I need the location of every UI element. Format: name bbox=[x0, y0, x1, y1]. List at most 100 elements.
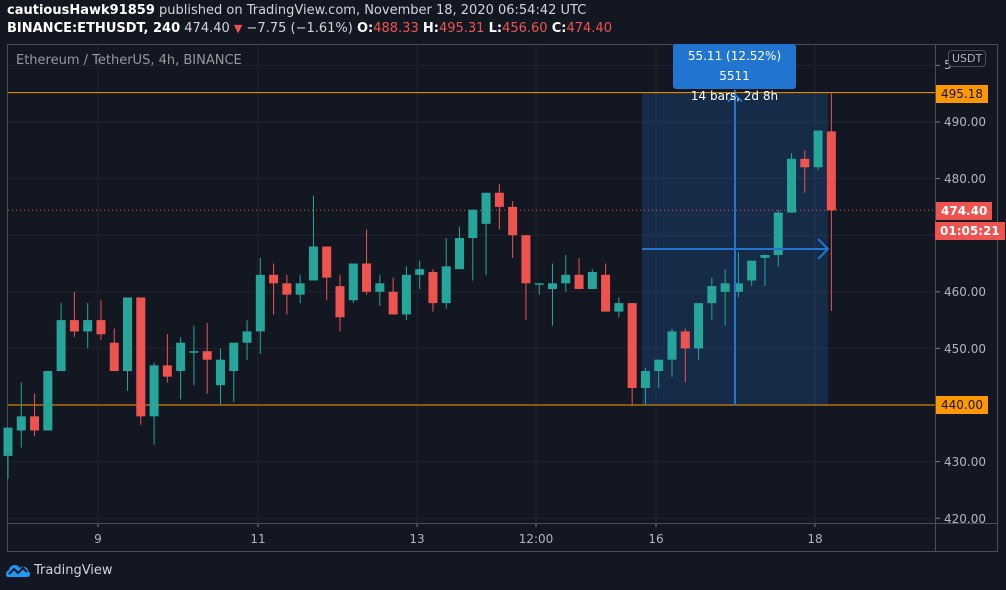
price-label: 420.00 bbox=[944, 512, 986, 526]
candle-body bbox=[176, 342, 186, 372]
candle-body bbox=[707, 286, 717, 304]
author-name[interactable]: cautiousHawk91859 bbox=[7, 3, 155, 18]
time-label: 13 bbox=[409, 532, 425, 546]
price-change: −7.75 (−1.61%) bbox=[246, 21, 353, 36]
close-label: C: bbox=[551, 21, 567, 36]
candle-body bbox=[56, 320, 66, 372]
price-label: 450.00 bbox=[944, 342, 986, 356]
symbol-info-line: BINANCE:ETHUSDT, 240 474.40 ▼ −7.75 (−1.… bbox=[7, 21, 612, 36]
candle-body bbox=[16, 416, 26, 431]
candle-body bbox=[295, 283, 305, 295]
candle-body bbox=[747, 260, 757, 281]
candle-body bbox=[614, 303, 624, 312]
chart-frame bbox=[7, 44, 998, 552]
price-label: 5 bbox=[944, 58, 952, 72]
low-label: L: bbox=[488, 21, 503, 36]
measure-tooltip: 55.11 (12.52%) 5511 14 bars, 2d 8h bbox=[673, 44, 796, 103]
candle-body bbox=[415, 269, 425, 275]
arrow-right-icon bbox=[817, 238, 830, 260]
open-value: 488.33 bbox=[373, 21, 419, 36]
countdown-tag: 01:05:21 bbox=[935, 222, 1005, 240]
candle-body bbox=[123, 297, 133, 372]
low-value: 456.60 bbox=[502, 21, 548, 36]
candle-body bbox=[96, 320, 106, 335]
candle-body bbox=[30, 416, 40, 431]
candle-body bbox=[680, 331, 690, 349]
price-label: 430.00 bbox=[944, 455, 986, 469]
candle-body bbox=[694, 303, 704, 349]
symbol-name: BINANCE:ETHUSDT, 240 bbox=[7, 21, 181, 36]
candle-body bbox=[149, 365, 159, 417]
candle-body bbox=[481, 192, 491, 224]
candle-body bbox=[335, 286, 345, 318]
open-label: O: bbox=[356, 21, 374, 36]
price-label: 460.00 bbox=[944, 285, 986, 299]
candle-body bbox=[441, 266, 451, 304]
candle-body bbox=[348, 263, 358, 301]
candle-body bbox=[534, 283, 544, 285]
upper-line-price-tag: 495.18 bbox=[936, 85, 988, 103]
candle-body bbox=[826, 131, 836, 211]
candle-body bbox=[69, 320, 79, 332]
candle-body bbox=[322, 246, 332, 278]
candle-body bbox=[109, 342, 119, 372]
candle-body bbox=[494, 192, 504, 207]
brand-name: TradingView bbox=[34, 562, 113, 578]
time-label: 12:00 bbox=[518, 532, 554, 546]
last-price-tag: 474.40 bbox=[936, 202, 993, 220]
time-label: 9 bbox=[94, 532, 102, 546]
close-value: 474.40 bbox=[566, 21, 612, 36]
lower-line-price-tag: 440.00 bbox=[936, 396, 988, 414]
candle-body bbox=[308, 246, 318, 281]
candle-body bbox=[654, 359, 664, 372]
candle-body bbox=[388, 291, 398, 315]
candle-body bbox=[401, 274, 411, 315]
candle-body bbox=[136, 297, 146, 417]
candle-body bbox=[428, 271, 438, 304]
currency-button[interactable]: USDT bbox=[948, 50, 987, 67]
time-label: 16 bbox=[648, 532, 664, 546]
time-axis-border bbox=[7, 523, 998, 524]
candle-body bbox=[787, 158, 797, 213]
candle-body bbox=[189, 351, 199, 353]
high-label: H: bbox=[422, 21, 439, 36]
price-label: 490.00 bbox=[944, 115, 986, 129]
measure-tooltip-bars: 14 bars, 2d 8h bbox=[690, 89, 779, 103]
candle-body bbox=[521, 235, 531, 284]
candle-body bbox=[800, 158, 810, 168]
candle-body bbox=[733, 283, 743, 292]
candle-body bbox=[242, 331, 252, 343]
candle-body bbox=[282, 283, 292, 295]
candle-body bbox=[760, 255, 770, 258]
tradingview-cloud-icon bbox=[6, 565, 30, 577]
candle-body bbox=[468, 209, 478, 239]
candle-body bbox=[813, 130, 823, 168]
last-price: 474.40 bbox=[184, 21, 230, 36]
time-label: 11 bbox=[250, 532, 266, 546]
candle-body bbox=[83, 320, 93, 332]
high-value: 495.31 bbox=[438, 21, 485, 36]
arrow-up-icon bbox=[727, 93, 743, 103]
candle-body bbox=[667, 331, 677, 360]
candle-body bbox=[3, 427, 13, 456]
measure-tooltip-price: 55.11 (12.52%) 5511 bbox=[687, 49, 782, 83]
candle-body bbox=[627, 303, 637, 389]
candle-body bbox=[255, 274, 265, 332]
candle-body bbox=[547, 283, 557, 289]
candle-body bbox=[215, 359, 225, 386]
candle-body bbox=[162, 365, 172, 377]
candle-body bbox=[455, 238, 465, 270]
candle-body bbox=[43, 371, 53, 431]
candle-body bbox=[601, 274, 611, 312]
candle-body bbox=[574, 274, 584, 289]
candle-body bbox=[508, 206, 518, 236]
candle-body bbox=[773, 212, 783, 256]
down-triangle-icon: ▼ bbox=[233, 22, 243, 35]
candle-body bbox=[362, 263, 372, 292]
candle-body bbox=[640, 371, 650, 389]
tradingview-logo[interactable]: TradingView bbox=[6, 562, 113, 578]
candle-body bbox=[561, 274, 571, 284]
time-label: 18 bbox=[807, 532, 823, 546]
candle-body bbox=[587, 271, 597, 289]
